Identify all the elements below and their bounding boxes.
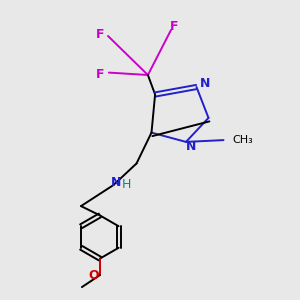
Text: N: N — [200, 77, 210, 90]
Text: F: F — [96, 28, 105, 41]
Text: F: F — [96, 68, 104, 82]
Text: H: H — [122, 178, 131, 191]
Text: N: N — [186, 140, 197, 153]
Text: O: O — [88, 268, 99, 282]
Text: CH₃: CH₃ — [232, 135, 253, 145]
Text: F: F — [170, 20, 178, 34]
Text: N: N — [111, 176, 122, 189]
